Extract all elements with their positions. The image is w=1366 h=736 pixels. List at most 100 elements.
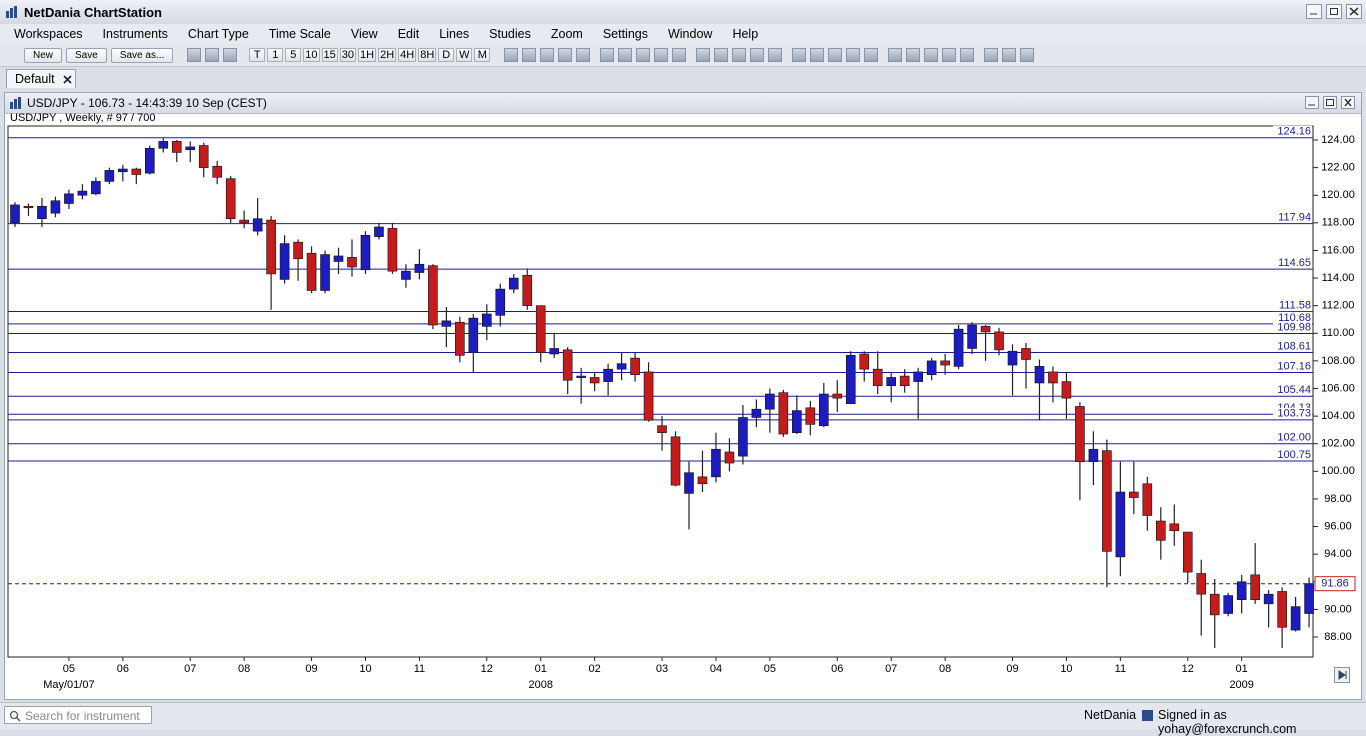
menu-item[interactable]: Instruments [102, 27, 168, 41]
tool-icon[interactable] [810, 48, 825, 62]
menu-item[interactable]: Edit [397, 27, 420, 41]
toolbar-button[interactable]: Save [66, 47, 107, 63]
scroll-arrow[interactable] [1338, 670, 1347, 680]
chart-type-icon[interactable] [205, 48, 220, 62]
chart-type-icon[interactable] [187, 48, 202, 62]
y-tick-label: 98.00 [1324, 493, 1352, 505]
menu-item[interactable]: Time Scale [268, 27, 331, 41]
tool-icon[interactable] [732, 48, 747, 62]
period-button[interactable]: 30 [339, 48, 357, 62]
tool-icon[interactable] [714, 48, 729, 62]
candle-body [1075, 406, 1085, 462]
tool-icon[interactable] [654, 48, 669, 62]
x-tick-label: 10 [1060, 663, 1072, 675]
period-button[interactable]: 1H [358, 48, 377, 62]
tool-icon[interactable] [504, 48, 519, 62]
search-placeholder[interactable]: Search for instrument [25, 709, 140, 723]
candle-body [279, 243, 290, 280]
candle-body [535, 305, 546, 353]
tool-icon[interactable] [960, 48, 975, 62]
period-button[interactable]: 10 [303, 48, 320, 62]
period-button[interactable]: T [249, 48, 266, 62]
tool-icon[interactable] [672, 48, 687, 62]
tool-icon[interactable] [1002, 48, 1017, 62]
tool-icon[interactable] [696, 48, 711, 62]
current-price-label: 91.86 [1321, 578, 1349, 590]
menu-item[interactable]: View [350, 27, 378, 41]
period-button[interactable]: 5 [285, 48, 302, 62]
candle-body [845, 355, 856, 404]
menu-item[interactable]: Window [667, 27, 713, 41]
tool-icon[interactable] [558, 48, 573, 62]
level-label-bg [1273, 384, 1312, 396]
candle-body [1088, 448, 1099, 462]
candle-body [347, 257, 357, 268]
chart-type-icon[interactable] [223, 48, 238, 62]
menu-item[interactable]: Workspaces [14, 27, 83, 41]
tool-icon[interactable] [522, 48, 537, 62]
tool-icon[interactable] [942, 48, 957, 62]
tab-label[interactable]: Default [15, 72, 55, 86]
y-tick-label: 88.00 [1324, 631, 1352, 643]
candle-body [657, 425, 667, 433]
tool-icon[interactable] [750, 48, 765, 62]
period-button[interactable]: W [456, 48, 473, 62]
x-tick-label: 10 [359, 663, 371, 675]
candle-body [1129, 491, 1139, 498]
candle-body [589, 377, 600, 384]
menu-item[interactable]: Zoom [550, 27, 583, 41]
candle-body [1061, 381, 1072, 399]
tool-icon[interactable] [984, 48, 999, 62]
period-button[interactable]: 4H [398, 48, 417, 62]
candle-body [252, 218, 263, 232]
level-label: 100.75 [1277, 449, 1311, 461]
candle-body [751, 408, 762, 418]
menu-item[interactable]: Studies [489, 27, 531, 41]
candle-body [872, 368, 883, 387]
x-tick-label: 03 [656, 663, 668, 675]
toolbar-button[interactable]: New [24, 47, 63, 63]
candle-body [333, 255, 344, 262]
candle-body [185, 146, 196, 150]
tool-icon[interactable] [540, 48, 555, 62]
tool-icon[interactable] [846, 48, 861, 62]
candle-body [1304, 583, 1314, 614]
tool-icon[interactable] [618, 48, 633, 62]
period-button[interactable]: 1 [267, 48, 284, 62]
candle-body [630, 357, 640, 375]
tool-icon[interactable] [828, 48, 843, 62]
tab-close[interactable] [63, 75, 72, 84]
candle-body [306, 252, 317, 291]
menu-item[interactable]: Lines [439, 27, 470, 41]
tool-icon[interactable] [792, 48, 807, 62]
tab[interactable]: Default [6, 69, 76, 88]
period-button[interactable]: 2H [378, 48, 397, 62]
period-button[interactable]: 15 [321, 48, 338, 62]
tool-icon[interactable] [600, 48, 615, 62]
period-button[interactable]: M [474, 48, 491, 62]
chart-icon [10, 97, 21, 109]
tool-icon[interactable] [576, 48, 591, 62]
period-button[interactable]: 8H [418, 48, 437, 62]
tool-icon[interactable] [924, 48, 939, 62]
tool-icon[interactable] [768, 48, 783, 62]
chart-window-controls[interactable] [1305, 96, 1361, 110]
tool-icon[interactable] [864, 48, 879, 62]
window-controls[interactable] [1306, 4, 1362, 20]
plot-frame [7, 125, 1314, 658]
tool-icon[interactable] [636, 48, 651, 62]
tab-bar: Default [0, 68, 1366, 90]
menu-item[interactable]: Settings [602, 27, 648, 41]
search-box[interactable]: Search for instrument [4, 706, 152, 724]
tool-icon[interactable] [888, 48, 903, 62]
level-label-bg [1273, 360, 1312, 372]
menu-item[interactable]: Chart Type [187, 27, 249, 41]
period-button[interactable]: D [438, 48, 455, 62]
tool-icon[interactable] [906, 48, 921, 62]
candle-body [481, 313, 492, 327]
tool-icon[interactable] [1020, 48, 1035, 62]
candle-body [1250, 574, 1260, 601]
toolbar-button[interactable]: Save as... [110, 47, 174, 63]
menu-item[interactable]: Help [732, 27, 759, 41]
x-tick-label: 01 [535, 663, 547, 675]
